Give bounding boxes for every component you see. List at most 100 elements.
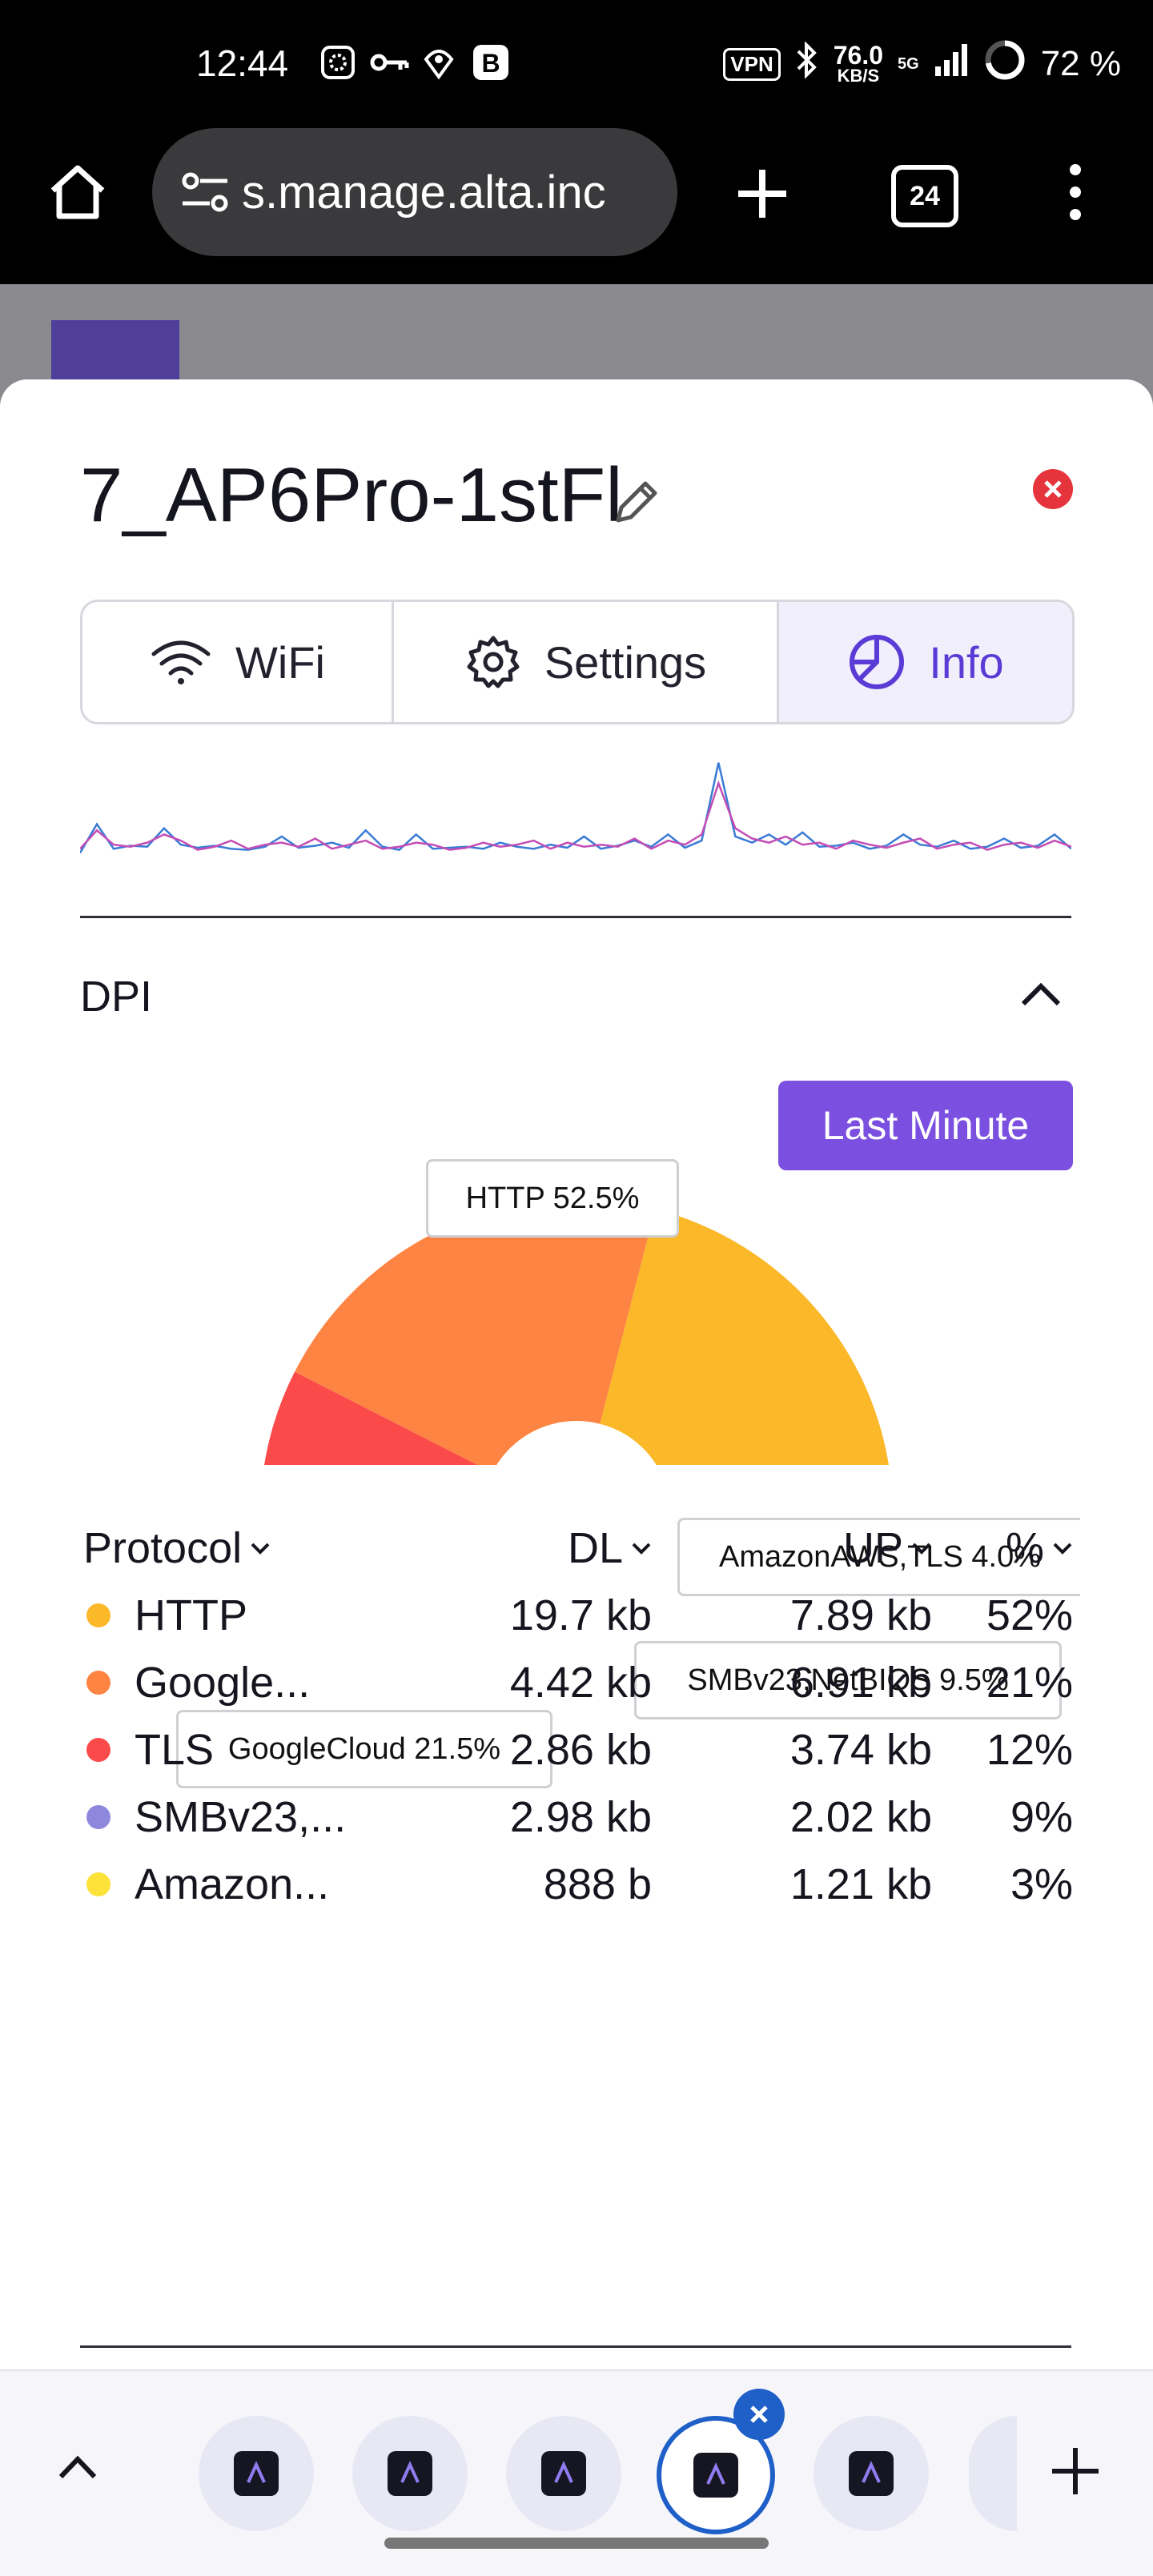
wifi-icon	[151, 640, 211, 684]
legend-dot	[86, 1671, 110, 1695]
sparkline-series-1	[80, 780, 1071, 851]
chevron-up-icon[interactable]	[1018, 978, 1063, 1010]
header-protocol[interactable]: Protocol	[83, 1523, 428, 1573]
protocol-name: Google...	[135, 1659, 311, 1707]
close-button[interactable]	[1033, 469, 1073, 509]
status-time: 12:44	[196, 42, 289, 84]
pie-chart-icon	[850, 635, 905, 689]
alta-favicon-icon	[693, 2453, 738, 2498]
vpn-badge: VPN	[723, 47, 781, 81]
pie-slice-tls[interactable]	[260, 1371, 492, 1465]
site-settings-icon[interactable]	[179, 170, 231, 215]
up-value: 1.21 kb	[789, 1860, 932, 1908]
header-dl-label: DL	[567, 1524, 623, 1572]
up-value: 2.02 kb	[789, 1793, 932, 1841]
add-tab-icon[interactable]	[1047, 2443, 1103, 2499]
legend-dot	[86, 1738, 110, 1762]
tab-info-label: Info	[929, 636, 1004, 688]
edit-icon[interactable]	[609, 474, 665, 530]
tab-wifi[interactable]: WiFi	[82, 602, 394, 722]
tab-settings[interactable]: Settings	[394, 602, 779, 722]
tab-wifi-label: WiFi	[235, 636, 325, 688]
sparkline-series-0	[80, 762, 1071, 854]
signal-icon	[934, 42, 969, 86]
table-header: Protocol DL UP %	[83, 1515, 1073, 1582]
percent-value: 3%	[1010, 1860, 1073, 1908]
chevron-up-icon[interactable]	[56, 2451, 99, 2483]
header-percent-label: %	[1005, 1524, 1044, 1572]
section-divider	[80, 916, 1071, 918]
legend-dot	[86, 1872, 110, 1896]
table-row[interactable]: SMBv23,... 2.98 kb 2.02 kb 9%	[83, 1784, 1073, 1851]
callout-smbv23: SMBv23,NetBIOS 9.5%	[634, 1641, 1062, 1719]
dl-value: 2.98 kb	[509, 1793, 652, 1841]
protocol-name: SMBv23,...	[135, 1793, 347, 1841]
table-row[interactable]: HTTP 19.7 kb 7.89 kb 52%	[83, 1582, 1073, 1649]
dpi-table: Protocol DL UP % HTTP 19.7 kb 7.89 kb 52…	[83, 1515, 1073, 1918]
chevron-down-icon	[632, 1543, 651, 1555]
strip-tab[interactable]	[506, 2416, 621, 2531]
tab-switcher-button[interactable]: 24	[891, 165, 958, 227]
close-tab-icon[interactable]	[733, 2389, 785, 2440]
pie-slice-googlecloud[interactable]	[295, 1199, 656, 1465]
strip-tab[interactable]	[814, 2416, 929, 2531]
traffic-sparkline	[80, 762, 1071, 854]
menu-icon[interactable]	[1063, 160, 1087, 228]
header-percent[interactable]: %	[932, 1523, 1073, 1573]
percent-value: 21%	[986, 1659, 1073, 1707]
home-icon[interactable]	[46, 160, 109, 227]
table-row[interactable]: Google... 4.42 kb 6.91 kb 21%	[83, 1649, 1073, 1716]
table-divider	[80, 2345, 1071, 2348]
callout-amazonaws: AmazonAWS,TLS 4.0%	[677, 1518, 1080, 1596]
home-indicator[interactable]	[384, 2538, 769, 2549]
protocol-name: TLS	[135, 1726, 215, 1774]
tab-settings-label: Settings	[544, 636, 707, 688]
new-tab-icon[interactable]	[733, 165, 791, 227]
last-minute-button[interactable]: Last Minute	[778, 1081, 1073, 1170]
dl-value: 4.42 kb	[509, 1659, 652, 1707]
callout-http: HTTP 52.5%	[426, 1159, 679, 1238]
alta-favicon-icon	[541, 2451, 586, 2496]
key-icon	[370, 44, 410, 81]
alta-favicon-icon	[388, 2451, 432, 2496]
tab-info[interactable]: Info	[779, 602, 1072, 722]
tab-strip	[0, 2369, 1153, 2576]
legend-dot	[86, 1805, 110, 1829]
speed-value: 76.0	[833, 41, 884, 70]
network-type: 5G	[898, 55, 919, 74]
gear-icon	[467, 636, 520, 688]
callout-googlecloud: GoogleCloud 21.5%	[176, 1710, 552, 1788]
network-speed: 76.0 KB/S	[833, 41, 884, 86]
location-icon	[420, 44, 458, 81]
table-row[interactable]: Amazon... 888 b 1.21 kb 3%	[83, 1851, 1073, 1918]
url-text: s.manage.alta.inc	[242, 166, 606, 219]
table-row[interactable]: TLS 2.86 kb 3.74 kb 12%	[83, 1716, 1073, 1784]
battery-ring-icon	[983, 38, 1026, 90]
protocol-name: Amazon...	[135, 1860, 330, 1908]
strip-tab[interactable]	[352, 2416, 468, 2531]
dl-value: 19.7 kb	[509, 1591, 652, 1639]
pie-slice-http[interactable]	[451, 1209, 893, 1465]
strip-tab[interactable]	[199, 2416, 314, 2531]
network-type-label: 5G	[898, 54, 919, 73]
speed-unit: KB/S	[837, 66, 880, 86]
chevron-down-icon	[251, 1543, 270, 1555]
dpi-donut-chart	[260, 1199, 893, 1465]
up-value: 6.91 kb	[789, 1659, 932, 1707]
protocol-name: HTTP	[135, 1591, 247, 1639]
percent-value: 52%	[986, 1591, 1073, 1639]
url-bar[interactable]: s.manage.alta.inc	[152, 128, 677, 256]
header-up[interactable]: UP	[652, 1523, 932, 1573]
legend-dot	[86, 1603, 110, 1627]
dl-value: 888 b	[543, 1860, 652, 1908]
alta-favicon-icon	[234, 2451, 279, 2496]
header-dl[interactable]: DL	[428, 1523, 652, 1573]
battery-level: 72 %	[1040, 44, 1121, 83]
strip-tab-partial[interactable]	[969, 2416, 1017, 2531]
chevron-down-icon	[912, 1543, 931, 1555]
alta-favicon-icon	[849, 2451, 894, 2496]
chevron-down-icon	[1053, 1543, 1072, 1555]
status-right: VPN 76.0 KB/S 5G 72 %	[723, 32, 1121, 96]
percent-value: 12%	[986, 1726, 1073, 1774]
up-value: 7.89 kb	[789, 1591, 932, 1639]
